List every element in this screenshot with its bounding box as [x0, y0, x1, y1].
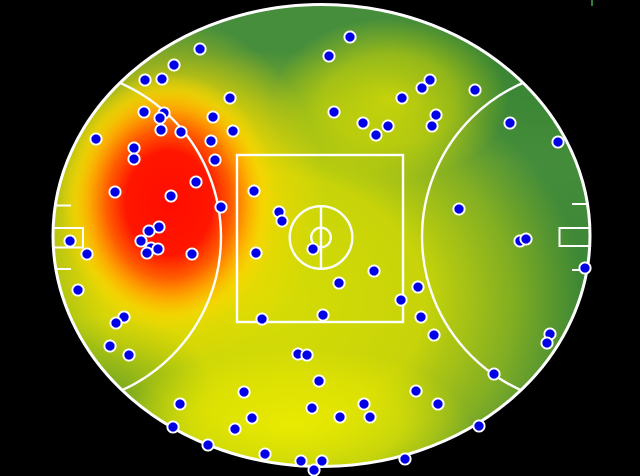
data-point	[333, 410, 347, 424]
data-point	[306, 242, 320, 256]
data-point	[315, 454, 329, 468]
data-point	[134, 234, 148, 248]
data-point	[381, 119, 395, 133]
data-point	[468, 83, 482, 97]
data-point	[109, 316, 123, 330]
data-point	[395, 91, 409, 105]
data-point	[578, 261, 592, 275]
data-point	[487, 367, 501, 381]
data-point	[367, 264, 381, 278]
data-point	[519, 232, 533, 246]
edge-artifact-tick	[591, 0, 593, 6]
data-point	[316, 308, 330, 322]
data-point	[174, 125, 188, 139]
data-point	[108, 185, 122, 199]
data-point	[193, 42, 207, 56]
data-point	[103, 339, 117, 353]
data-point	[369, 128, 383, 142]
data-point	[409, 384, 423, 398]
data-point	[363, 410, 377, 424]
data-point	[411, 280, 425, 294]
data-point	[189, 175, 203, 189]
data-point	[155, 72, 169, 86]
data-point	[255, 312, 269, 326]
data-point	[472, 419, 486, 433]
data-point	[185, 247, 199, 261]
data-point	[357, 397, 371, 411]
data-point	[394, 293, 408, 307]
data-point	[307, 463, 321, 476]
data-point	[312, 374, 326, 388]
data-point	[300, 348, 314, 362]
data-point	[122, 348, 136, 362]
left-fifty-metre-arc	[53, 67, 223, 407]
data-point	[429, 108, 443, 122]
data-point	[503, 116, 517, 130]
data-point	[138, 73, 152, 87]
data-point	[332, 276, 346, 290]
data-point	[151, 242, 165, 256]
data-point	[71, 283, 85, 297]
data-point	[322, 49, 336, 63]
data-point	[228, 422, 242, 436]
data-point	[275, 214, 289, 228]
field-markings	[53, 67, 590, 407]
left-goal-area	[53, 204, 84, 270]
data-point	[423, 73, 437, 87]
data-point	[89, 132, 103, 146]
data-point	[201, 438, 215, 452]
right-goal-square	[558, 227, 590, 247]
data-point	[258, 447, 272, 461]
data-point	[140, 246, 154, 260]
data-point	[247, 184, 261, 198]
data-point	[245, 411, 259, 425]
data-point	[425, 119, 439, 133]
centre-square	[235, 153, 405, 324]
data-point	[214, 200, 228, 214]
data-point	[154, 123, 168, 137]
data-point	[80, 247, 94, 261]
data-point	[206, 110, 220, 124]
data-point	[173, 397, 187, 411]
data-point	[452, 202, 466, 216]
data-point	[398, 452, 412, 466]
data-point	[167, 58, 181, 72]
data-point	[305, 401, 319, 415]
data-point	[415, 81, 429, 95]
data-point	[226, 124, 240, 138]
data-point	[127, 152, 141, 166]
data-point	[142, 224, 156, 238]
data-point	[237, 385, 251, 399]
data-point	[166, 420, 180, 434]
data-point	[294, 454, 308, 468]
data-point	[127, 141, 141, 155]
heat-blob-red-hot	[61, 73, 277, 333]
data-point	[343, 30, 357, 44]
data-point	[327, 105, 341, 119]
data-point	[153, 111, 167, 125]
right-fifty-metre-arc	[420, 67, 590, 407]
data-point	[63, 234, 77, 248]
data-point	[427, 328, 441, 342]
data-point	[208, 153, 222, 167]
data-point	[431, 397, 445, 411]
data-point	[204, 134, 218, 148]
left-goal-square	[53, 227, 84, 249]
data-point	[414, 310, 428, 324]
data-point	[137, 105, 151, 119]
data-point	[223, 91, 237, 105]
data-point	[540, 336, 554, 350]
data-point	[551, 135, 565, 149]
data-point	[249, 246, 263, 260]
data-point	[164, 189, 178, 203]
data-point	[356, 116, 370, 130]
data-points-group	[63, 30, 592, 476]
